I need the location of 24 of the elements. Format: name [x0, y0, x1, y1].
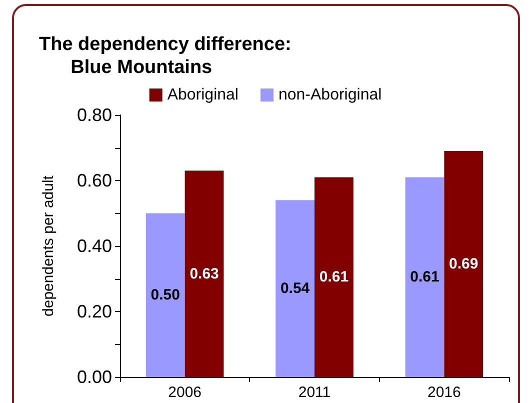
chart-title: The dependency difference: Blue Mountains: [39, 34, 292, 78]
data-label: 0.54: [280, 280, 310, 298]
y-tick-label: 0.40: [76, 236, 112, 256]
bar: [444, 151, 484, 377]
y-axis-title: dependents per adult: [40, 174, 57, 316]
y-tick-label: 0.60: [76, 170, 112, 190]
x-tick-label: 2011: [298, 384, 331, 401]
bar: [405, 177, 444, 377]
data-label: 0.61: [410, 268, 440, 286]
legend-label: non-Aboriginal: [278, 86, 382, 104]
x-tick-label: 2006: [168, 384, 202, 401]
bar: [314, 177, 354, 377]
bar: [146, 213, 185, 377]
data-label: 0.63: [190, 265, 219, 282]
x-tick-label: 2016: [427, 384, 461, 401]
bar: [276, 200, 314, 377]
data-label: 0.50: [150, 286, 180, 304]
y-tick-label: 0.00: [76, 367, 112, 387]
data-label: 0.61: [319, 268, 349, 286]
y-tick-label: 0.80: [76, 105, 112, 125]
legend-label: Aboriginal: [167, 86, 238, 104]
y-tick-label: 0.20: [76, 302, 112, 322]
data-label: 0.69: [449, 256, 478, 273]
bar: [184, 170, 224, 377]
